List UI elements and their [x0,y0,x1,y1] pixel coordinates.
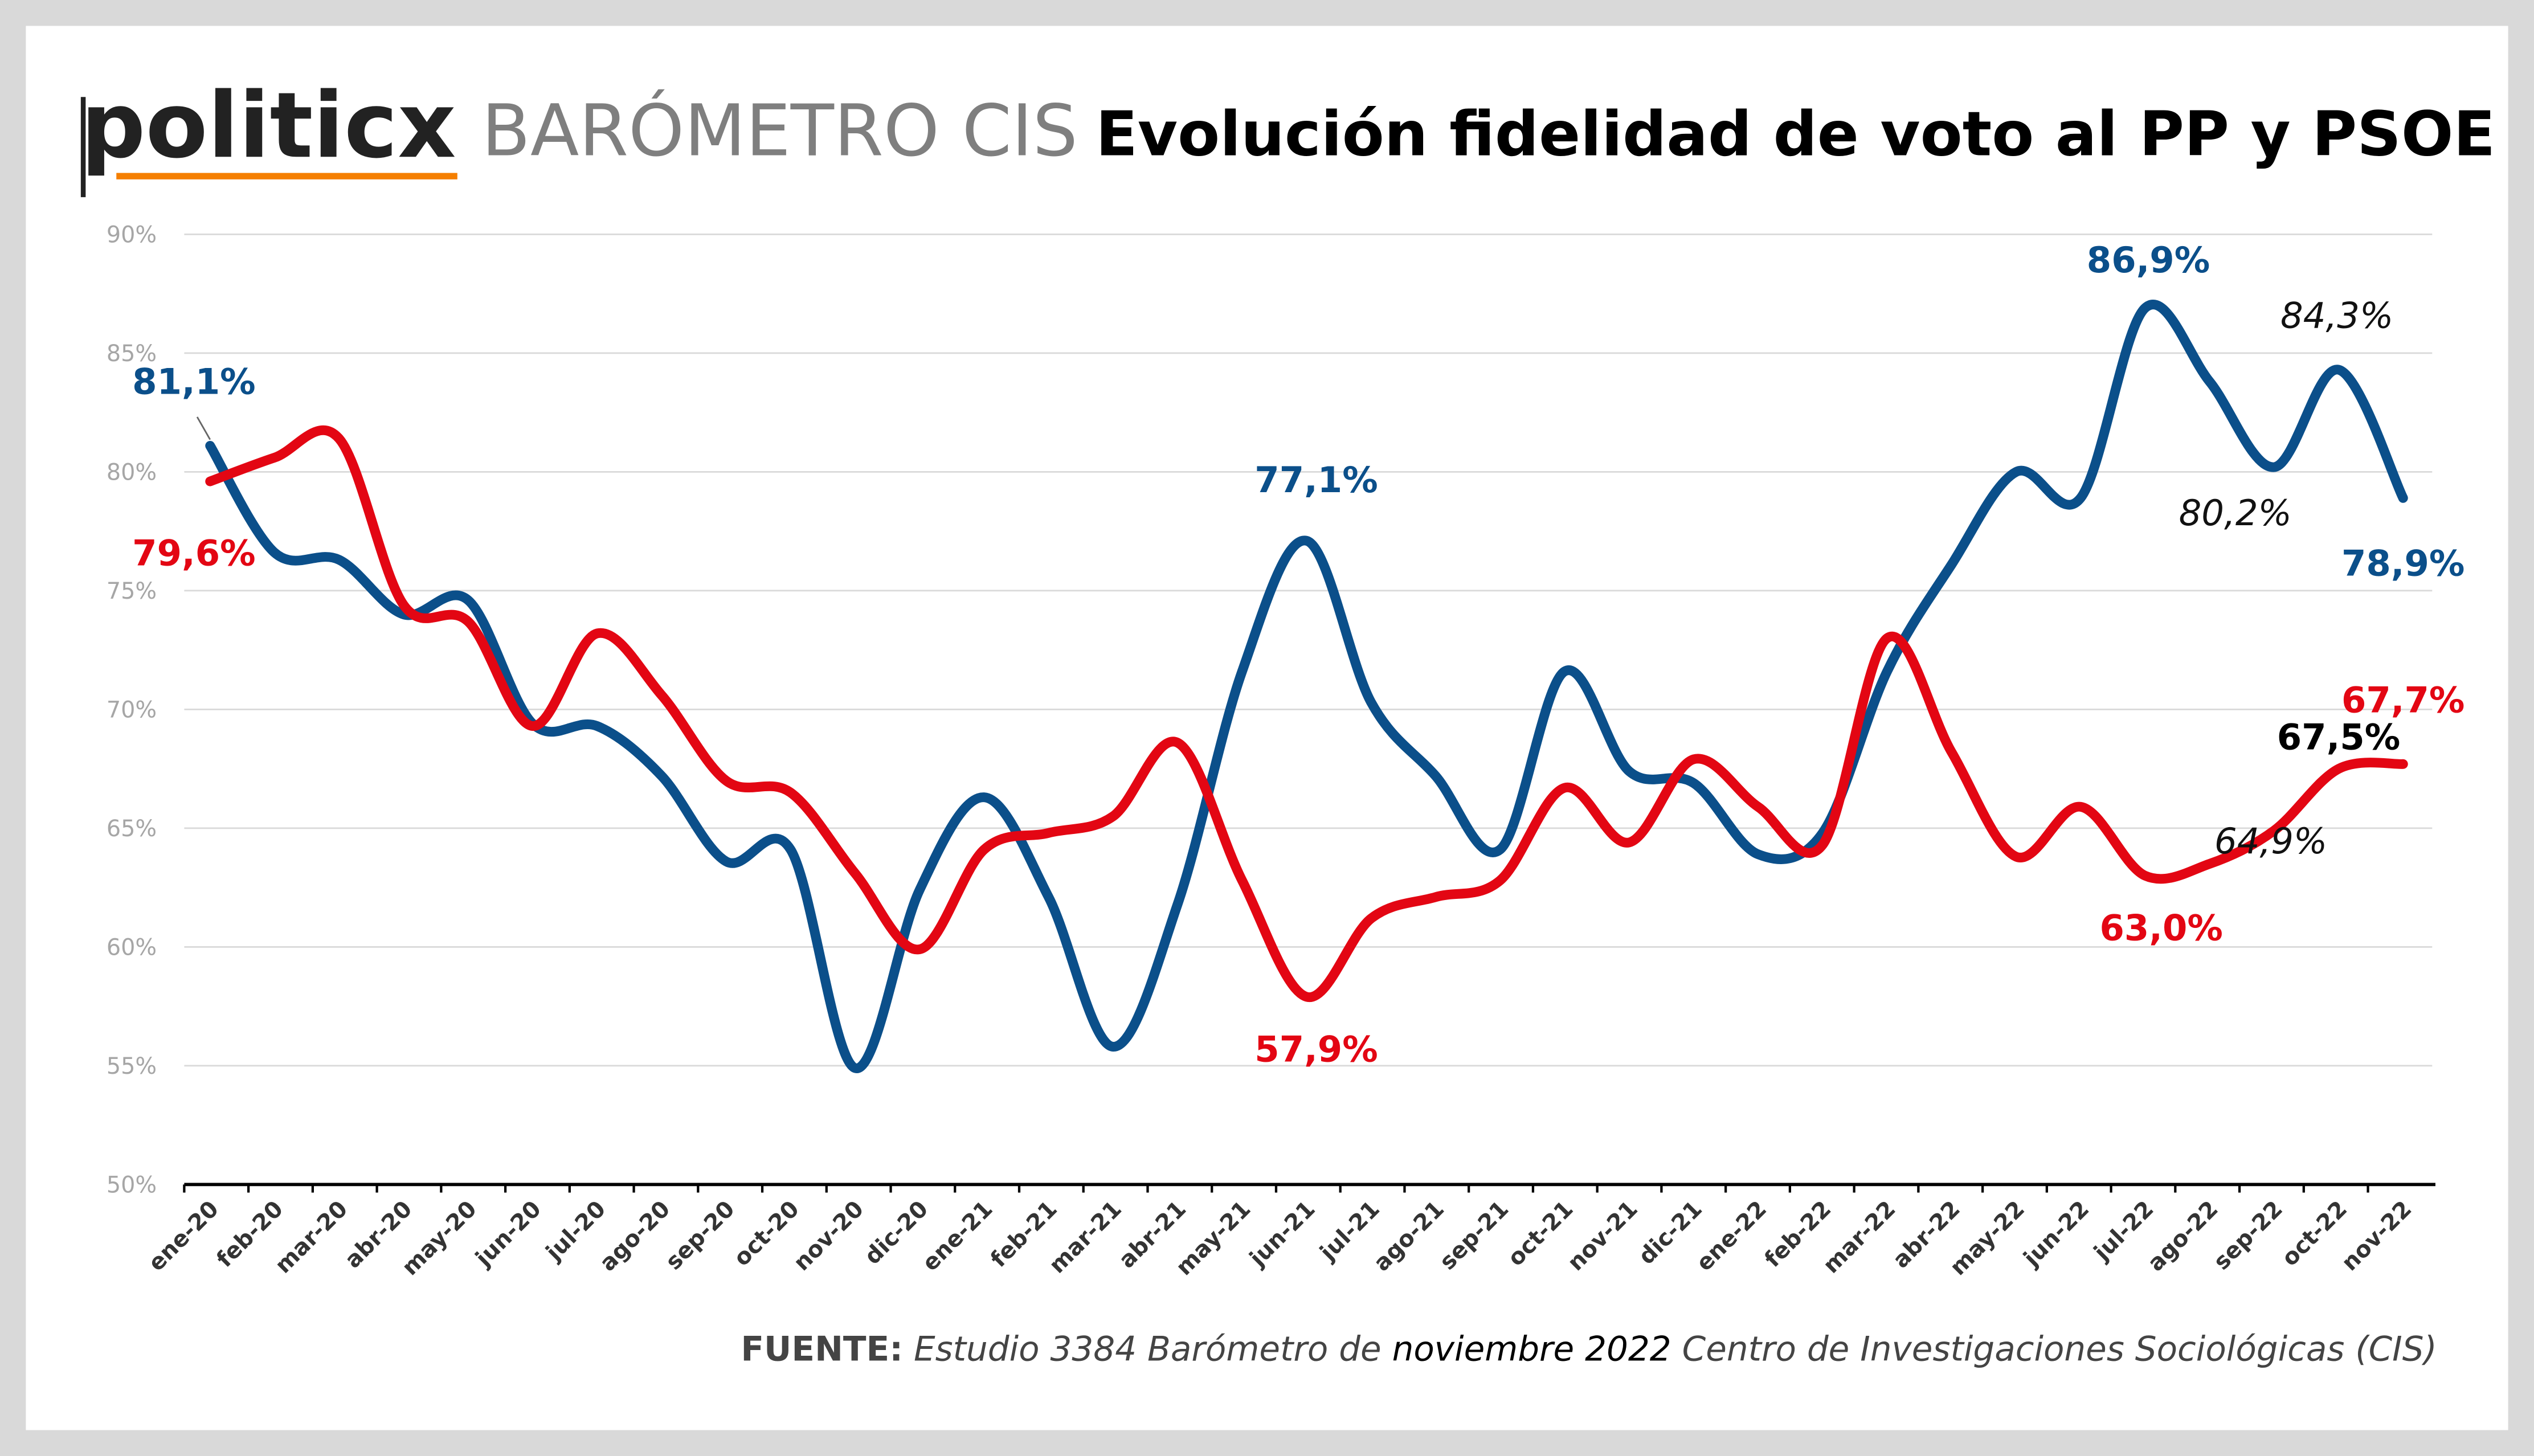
y-tick-label: 50% [107,1172,157,1199]
y-tick-label: 85% [107,341,157,367]
series-line-psoe [205,425,2408,1002]
data-label: 86,9% [2087,239,2210,281]
source-text-a: Estudio 3384 Barómetro de [903,1330,1392,1369]
y-tick-label: 80% [107,460,157,486]
card-background [26,26,2508,1430]
y-tick-label: 70% [107,697,157,723]
data-label: 57,9% [1254,1028,1378,1070]
grid [184,233,2433,1067]
y-tick-label: 60% [107,935,157,961]
data-label: 78,9% [2341,542,2464,584]
data-label: 63,0% [2099,907,2222,949]
subtitle: BARÓMETRO CIS [481,89,1077,172]
y-tick-label: 55% [107,1053,157,1079]
data-label: 64,9% [2214,820,2327,862]
data-label: 81,1% [132,361,255,403]
y-tick-label: 90% [107,222,157,248]
data-label: 84,3% [2280,295,2393,336]
series-lines [205,300,2408,1073]
chart-title: Evolución fidelidad de voto al PP y PSOE [1096,99,2495,170]
logo-text: politicx [81,73,456,178]
logo: politicx [80,73,457,198]
data-label: 79,6% [132,533,255,574]
source-label: FUENTE: [741,1330,903,1369]
data-labels: 81,1% 79,6% 77,1% 57,9% 86,9% 84,3% 80,2% 78,9%… [132,239,2464,1070]
logo-underline [116,173,457,179]
data-label: 67,7% [2341,680,2464,721]
y-tick-label: 75% [107,578,157,604]
source-note: FUENTE: Estudio 3384 Barómetro de noviem… [741,1330,2437,1369]
source-text-c: Centro de Investigaciones Sociológicas (… [1671,1330,2437,1369]
data-label: 80,2% [2179,492,2292,534]
logo-stem [80,97,86,198]
y-tick-label: 65% [107,816,157,842]
data-label: 67,5% [2277,717,2400,758]
y-axis: 50% 55% 60% 65% 70% 75% 80% 85% 90% [107,222,157,1199]
data-label: 77,1% [1254,459,1378,501]
leader-line [196,416,211,440]
source-text-b: noviembre 2022 [1392,1330,1671,1369]
series-line-pp [205,300,2408,1073]
